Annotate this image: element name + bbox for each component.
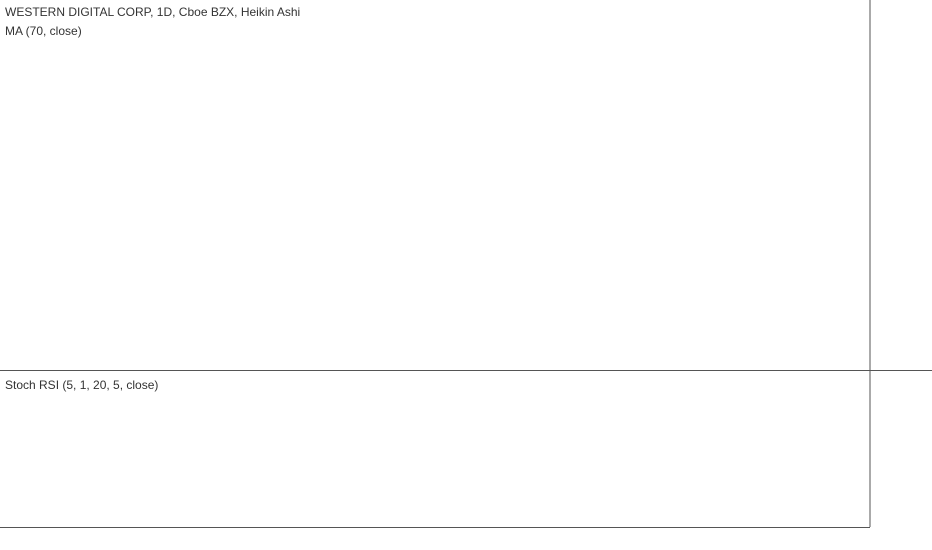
axes bbox=[0, 0, 932, 528]
chart-title: WESTERN DIGITAL CORP, 1D, Cboe BZX, Heik… bbox=[5, 5, 300, 19]
labels: WESTERN DIGITAL CORP, 1D, Cboe BZX, Heik… bbox=[5, 5, 300, 392]
legend-entry: MA (70, close) bbox=[5, 24, 82, 38]
indicator-title: Stoch RSI (5, 1, 20, 5, close) bbox=[5, 378, 158, 392]
